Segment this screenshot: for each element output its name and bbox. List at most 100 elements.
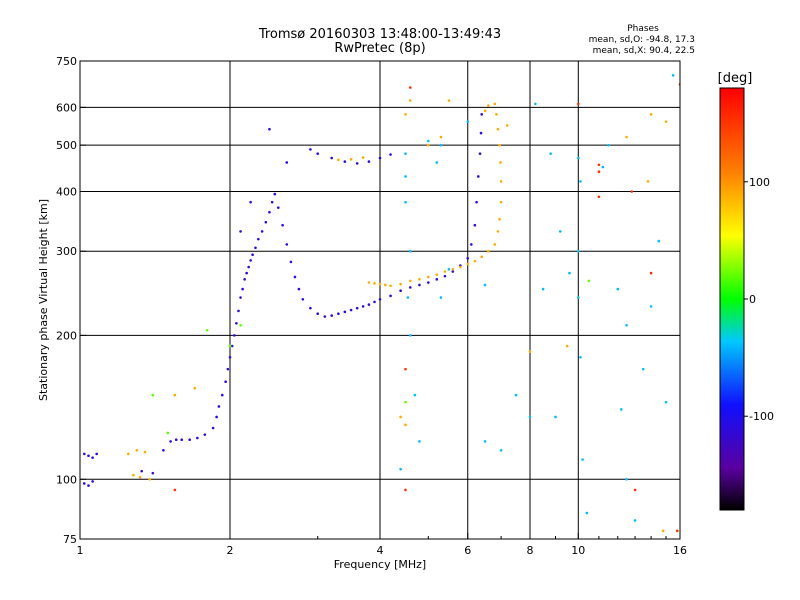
y-tick-label: 500 <box>56 139 77 152</box>
data-point <box>470 243 473 246</box>
data-point <box>528 415 532 419</box>
data-point <box>408 99 412 102</box>
data-point <box>534 102 537 106</box>
data-point <box>568 271 571 275</box>
data-point <box>483 283 487 287</box>
x-tick-label: 6 <box>464 544 471 557</box>
data-point <box>173 393 177 397</box>
data-point <box>188 438 191 442</box>
x-tick-label: 16 <box>673 544 687 557</box>
data-point <box>205 328 209 332</box>
phases-x-mode: mean, sd,X: 90.4, 22.5 <box>593 46 695 56</box>
data-point <box>493 102 497 106</box>
phases-o-mode: mean, sd,O: -94.8, 17.3 <box>589 35 695 45</box>
data-point <box>399 289 402 293</box>
data-point <box>316 312 320 316</box>
data-point <box>228 344 232 348</box>
data-point <box>487 249 490 253</box>
data-point <box>169 440 172 443</box>
data-point <box>439 135 443 139</box>
data-point <box>404 175 407 178</box>
x-tick-label: 10 <box>571 544 585 557</box>
data-point <box>426 275 430 279</box>
data-point <box>174 438 178 442</box>
data-point <box>281 223 284 227</box>
x-tick-label: 2 <box>227 544 234 557</box>
data-point <box>367 160 371 163</box>
data-point <box>143 450 147 454</box>
data-point <box>616 287 620 291</box>
x-tick-label: 8 <box>527 544 534 557</box>
y-tick-label: 400 <box>56 185 77 198</box>
data-point <box>211 426 215 430</box>
data-point <box>408 279 412 283</box>
data-point <box>418 283 421 287</box>
x-axis: 1 2 4 6 8 10 16 <box>77 533 687 557</box>
chart-title: Tromsø 20160303 13:48:00-13:49:43 <box>258 27 501 42</box>
data-point <box>276 206 280 209</box>
data-point <box>373 300 376 304</box>
data-point <box>180 438 184 442</box>
data-point <box>399 282 402 286</box>
data-point <box>151 471 155 475</box>
data-point <box>585 511 589 515</box>
data-point <box>389 153 392 156</box>
data-point <box>355 306 359 310</box>
data-point <box>367 303 371 306</box>
data-point <box>378 297 382 301</box>
data-point <box>230 344 234 348</box>
data-point <box>196 436 199 440</box>
x-axis-label: Frequency [MHz] <box>334 558 426 571</box>
data-point <box>404 152 407 155</box>
data-point <box>554 415 557 419</box>
data-point <box>426 281 430 284</box>
data-point <box>661 529 665 533</box>
colorbar-tick-label: -100 <box>749 410 774 423</box>
data-point <box>268 210 271 214</box>
data-point <box>496 230 500 233</box>
data-point <box>579 180 582 183</box>
data-point <box>408 86 412 89</box>
data-point <box>418 278 421 281</box>
x-tick-label: 1 <box>77 544 84 557</box>
data-point <box>541 287 545 291</box>
data-point <box>451 267 455 271</box>
data-point <box>337 312 340 316</box>
data-point <box>408 249 412 253</box>
data-point <box>257 237 260 241</box>
data-point <box>435 161 439 164</box>
data-point <box>91 480 94 483</box>
data-point <box>349 308 353 312</box>
data-point <box>87 454 90 458</box>
data-point <box>91 456 94 459</box>
data-point <box>293 275 297 279</box>
data-point <box>496 127 500 131</box>
data-point <box>478 152 482 155</box>
data-point <box>162 448 165 452</box>
data-point <box>239 323 242 327</box>
data-point <box>215 415 218 419</box>
y-axis-label: Stationary phase Virtual Height [km] <box>37 199 50 401</box>
data-point <box>224 380 227 384</box>
data-point <box>435 273 439 276</box>
data-point <box>646 180 650 183</box>
data-point <box>228 355 232 359</box>
data-point <box>439 143 443 147</box>
data-point <box>493 243 497 246</box>
data-point <box>330 156 334 160</box>
data-point <box>237 309 240 313</box>
colorbar <box>719 87 745 511</box>
data-point <box>664 400 668 404</box>
data-point <box>435 278 439 281</box>
data-point <box>87 484 90 487</box>
data-point <box>581 458 584 461</box>
data-point <box>576 296 580 299</box>
data-point <box>439 296 443 299</box>
data-point <box>505 124 509 127</box>
data-point <box>260 230 264 233</box>
data-point <box>193 387 197 390</box>
data-point <box>132 473 135 477</box>
data-point <box>404 488 407 492</box>
data-point <box>466 256 470 260</box>
data-point <box>82 452 86 456</box>
